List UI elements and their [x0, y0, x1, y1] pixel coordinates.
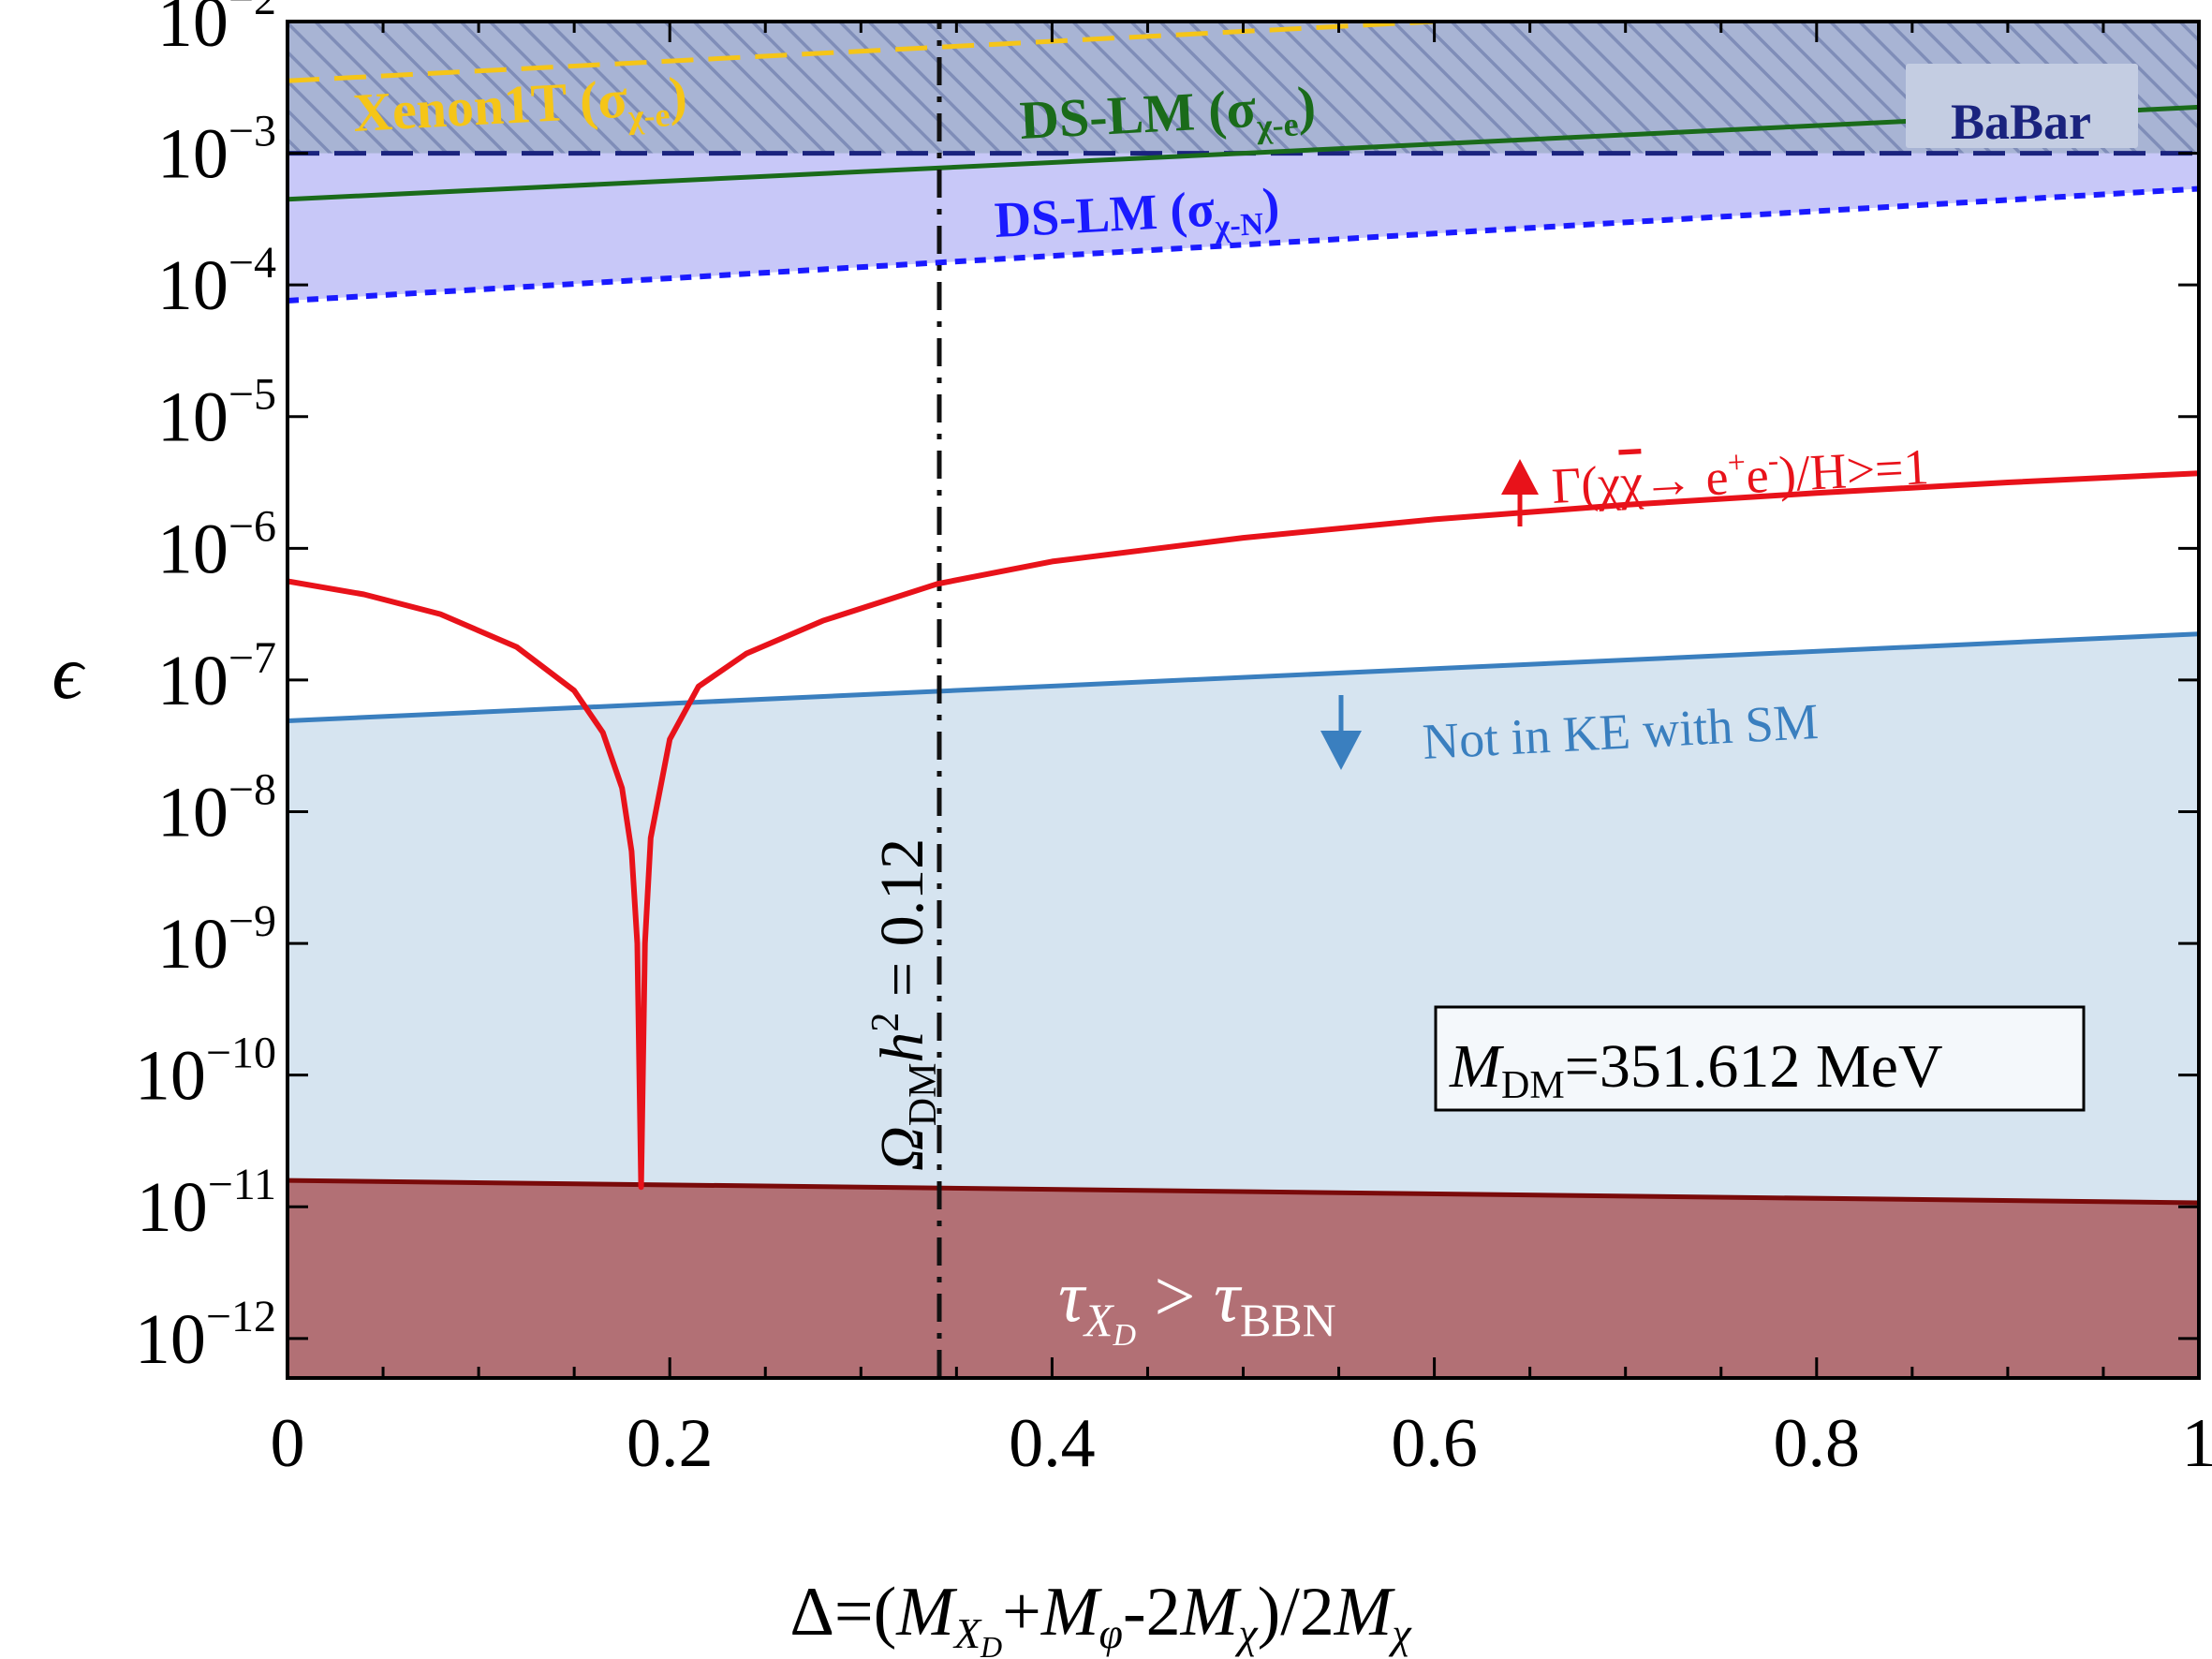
y-tick-label: 10−10 [135, 1029, 276, 1116]
y-tick-labels: 10−2 10−3 10−4 10−5 10−6 10−7 10−8 10−9 10−10 10−… [135, 0, 276, 1379]
bbn-excluded-region [288, 1180, 2199, 1378]
y-tick-label: 10−11 [137, 1160, 276, 1247]
x-tick-label: 0 [271, 1405, 305, 1482]
plot-frame [286, 20, 2201, 1380]
series-dslm-e [288, 104, 2199, 202]
bbn-label: τXD > τBBN [1058, 1255, 1336, 1353]
y-tick-label: 10−9 [157, 896, 276, 984]
x-tick-label: 1 [2182, 1405, 2212, 1482]
babar-label: BaBar [1951, 94, 2091, 150]
x-tick-label: 0.2 [627, 1405, 714, 1482]
axis-ticks [286, 20, 2201, 1378]
x-tick-label: 0.6 [1391, 1405, 1478, 1482]
dslm-n-label: DS-LM (σχ-N) [993, 177, 1281, 256]
y-tick-label: 10−8 [157, 764, 276, 852]
ke-arrow [1320, 695, 1362, 770]
dslm-e-label: DS-LM (σχ-e) [1018, 75, 1318, 157]
xenon-label: Xenon1T (σχ-e) [351, 65, 688, 150]
y-tick-label: 10−4 [157, 238, 276, 325]
mdm-label: MDM=351.612 MeV [1449, 1032, 1943, 1107]
y-tick-label: 10−6 [157, 501, 276, 588]
series-ke-with-sm [288, 631, 2199, 723]
series-gamma-over-h [288, 470, 2199, 1191]
omega-label: ΩDMh2 = 0.12 [864, 838, 945, 1171]
y-tick-label: 10−3 [157, 107, 276, 194]
series-dslm-n [288, 185, 2199, 304]
babar-label-box [1906, 64, 2138, 148]
y-tick-label: 10−2 [157, 0, 276, 62]
series-bbn [288, 1178, 2199, 1206]
x-tick-label: 0.4 [1009, 1405, 1096, 1482]
y-tick-label: 10−12 [135, 1292, 276, 1379]
plot-regions [288, 22, 2199, 1378]
y-tick-label: 10−7 [157, 633, 276, 720]
x-tick-labels: 0 0.2 0.4 0.6 0.8 1 [271, 1405, 2212, 1482]
y-tick-label: 10−5 [157, 370, 276, 457]
babar-excluded-region [288, 22, 2199, 154]
y-axis-label: ϵ [52, 630, 85, 715]
x-tick-label: 0.8 [1774, 1405, 1861, 1482]
gamma-label: Γ(χχ→ e+e-)/H>=1 [1550, 436, 1930, 514]
x-axis-label: Δ=(MXD+Mφ-2Mχ)/2Mχ [789, 1574, 1412, 1659]
mdm-box [1434, 1005, 2086, 1112]
gamma-arrow [1501, 459, 1539, 526]
